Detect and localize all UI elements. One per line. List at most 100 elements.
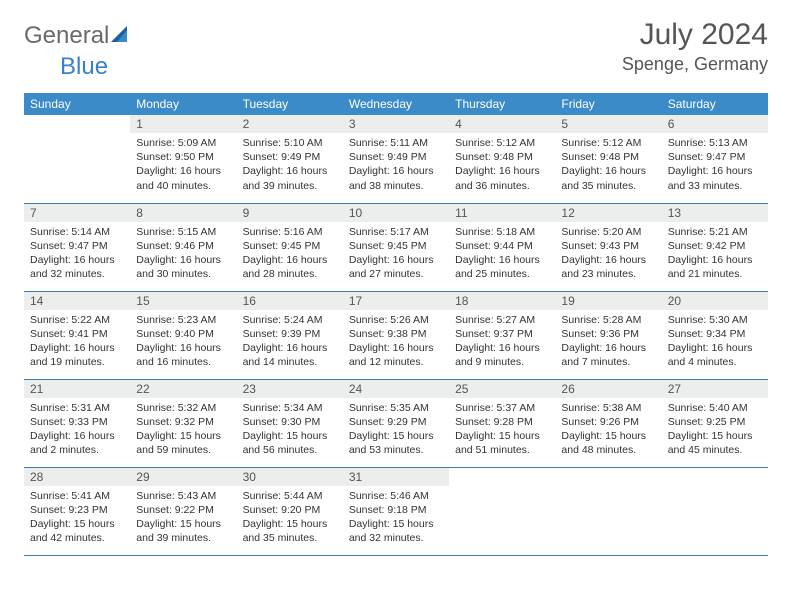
day-content: Sunrise: 5:10 AMSunset: 9:49 PMDaylight:…	[237, 133, 343, 197]
sunrise-text: Sunrise: 5:27 AM	[455, 313, 549, 327]
week-row: 1Sunrise: 5:09 AMSunset: 9:50 PMDaylight…	[24, 115, 768, 203]
title-block: July 2024 Spenge, Germany	[622, 18, 768, 75]
sunrise-text: Sunrise: 5:22 AM	[30, 313, 124, 327]
day-content: Sunrise: 5:34 AMSunset: 9:30 PMDaylight:…	[237, 398, 343, 462]
day-content: Sunrise: 5:11 AMSunset: 9:49 PMDaylight:…	[343, 133, 449, 197]
day-number: 23	[237, 380, 343, 398]
day-cell: 11Sunrise: 5:18 AMSunset: 9:44 PMDayligh…	[449, 203, 555, 291]
day-cell: 4Sunrise: 5:12 AMSunset: 9:48 PMDaylight…	[449, 115, 555, 203]
day-cell: 29Sunrise: 5:43 AMSunset: 9:22 PMDayligh…	[130, 467, 236, 555]
day-cell: 15Sunrise: 5:23 AMSunset: 9:40 PMDayligh…	[130, 291, 236, 379]
daylight-text: Daylight: 16 hours and 39 minutes.	[243, 164, 337, 192]
sunset-text: Sunset: 9:48 PM	[455, 150, 549, 164]
sunrise-text: Sunrise: 5:15 AM	[136, 225, 230, 239]
daylight-text: Daylight: 16 hours and 9 minutes.	[455, 341, 549, 369]
sunrise-text: Sunrise: 5:41 AM	[30, 489, 124, 503]
sunrise-text: Sunrise: 5:35 AM	[349, 401, 443, 415]
empty-day-cell	[449, 467, 555, 555]
sunset-text: Sunset: 9:44 PM	[455, 239, 549, 253]
day-cell: 21Sunrise: 5:31 AMSunset: 9:33 PMDayligh…	[24, 379, 130, 467]
day-content: Sunrise: 5:37 AMSunset: 9:28 PMDaylight:…	[449, 398, 555, 462]
week-row: 28Sunrise: 5:41 AMSunset: 9:23 PMDayligh…	[24, 467, 768, 555]
day-cell: 30Sunrise: 5:44 AMSunset: 9:20 PMDayligh…	[237, 467, 343, 555]
weekday-header: Wednesday	[343, 93, 449, 115]
daylight-text: Daylight: 16 hours and 28 minutes.	[243, 253, 337, 281]
sunset-text: Sunset: 9:49 PM	[243, 150, 337, 164]
daylight-text: Daylight: 15 hours and 56 minutes.	[243, 429, 337, 457]
daylight-text: Daylight: 16 hours and 19 minutes.	[30, 341, 124, 369]
day-content: Sunrise: 5:21 AMSunset: 9:42 PMDaylight:…	[662, 222, 768, 286]
day-number: 27	[662, 380, 768, 398]
sunset-text: Sunset: 9:18 PM	[349, 503, 443, 517]
sunset-text: Sunset: 9:47 PM	[668, 150, 762, 164]
day-number: 3	[343, 115, 449, 133]
sunset-text: Sunset: 9:45 PM	[243, 239, 337, 253]
day-content: Sunrise: 5:32 AMSunset: 9:32 PMDaylight:…	[130, 398, 236, 462]
sunrise-text: Sunrise: 5:11 AM	[349, 136, 443, 150]
sunset-text: Sunset: 9:50 PM	[136, 150, 230, 164]
sunrise-text: Sunrise: 5:09 AM	[136, 136, 230, 150]
day-number: 16	[237, 292, 343, 310]
daylight-text: Daylight: 15 hours and 53 minutes.	[349, 429, 443, 457]
daylight-text: Daylight: 15 hours and 32 minutes.	[349, 517, 443, 545]
sunset-text: Sunset: 9:42 PM	[668, 239, 762, 253]
sunrise-text: Sunrise: 5:16 AM	[243, 225, 337, 239]
day-cell: 5Sunrise: 5:12 AMSunset: 9:48 PMDaylight…	[555, 115, 661, 203]
day-number: 31	[343, 468, 449, 486]
daylight-text: Daylight: 16 hours and 16 minutes.	[136, 341, 230, 369]
empty-day-cell	[24, 115, 130, 203]
daylight-text: Daylight: 16 hours and 35 minutes.	[561, 164, 655, 192]
day-content: Sunrise: 5:17 AMSunset: 9:45 PMDaylight:…	[343, 222, 449, 286]
day-cell: 2Sunrise: 5:10 AMSunset: 9:49 PMDaylight…	[237, 115, 343, 203]
day-content: Sunrise: 5:23 AMSunset: 9:40 PMDaylight:…	[130, 310, 236, 374]
daylight-text: Daylight: 16 hours and 4 minutes.	[668, 341, 762, 369]
day-cell: 16Sunrise: 5:24 AMSunset: 9:39 PMDayligh…	[237, 291, 343, 379]
day-number: 18	[449, 292, 555, 310]
day-content: Sunrise: 5:22 AMSunset: 9:41 PMDaylight:…	[24, 310, 130, 374]
sunset-text: Sunset: 9:32 PM	[136, 415, 230, 429]
sunrise-text: Sunrise: 5:13 AM	[668, 136, 762, 150]
weekday-header: Saturday	[662, 93, 768, 115]
sunrise-text: Sunrise: 5:40 AM	[668, 401, 762, 415]
day-cell: 20Sunrise: 5:30 AMSunset: 9:34 PMDayligh…	[662, 291, 768, 379]
daylight-text: Daylight: 16 hours and 40 minutes.	[136, 164, 230, 192]
sunrise-text: Sunrise: 5:38 AM	[561, 401, 655, 415]
day-content: Sunrise: 5:28 AMSunset: 9:36 PMDaylight:…	[555, 310, 661, 374]
sunset-text: Sunset: 9:45 PM	[349, 239, 443, 253]
daylight-text: Daylight: 15 hours and 39 minutes.	[136, 517, 230, 545]
sunset-text: Sunset: 9:29 PM	[349, 415, 443, 429]
day-content: Sunrise: 5:15 AMSunset: 9:46 PMDaylight:…	[130, 222, 236, 286]
day-number: 20	[662, 292, 768, 310]
empty-day-cell	[662, 467, 768, 555]
daylight-text: Daylight: 15 hours and 45 minutes.	[668, 429, 762, 457]
day-content: Sunrise: 5:43 AMSunset: 9:22 PMDaylight:…	[130, 486, 236, 550]
day-number: 11	[449, 204, 555, 222]
daylight-text: Daylight: 16 hours and 32 minutes.	[30, 253, 124, 281]
day-number: 24	[343, 380, 449, 398]
sunset-text: Sunset: 9:22 PM	[136, 503, 230, 517]
day-cell: 17Sunrise: 5:26 AMSunset: 9:38 PMDayligh…	[343, 291, 449, 379]
sunrise-text: Sunrise: 5:24 AM	[243, 313, 337, 327]
daylight-text: Daylight: 15 hours and 35 minutes.	[243, 517, 337, 545]
day-cell: 24 Sunrise: 5:35 AMSunset: 9:29 PMDayligh…	[343, 379, 449, 467]
day-content: Sunrise: 5:41 AMSunset: 9:23 PMDaylight:…	[24, 486, 130, 550]
daylight-text: Daylight: 15 hours and 59 minutes.	[136, 429, 230, 457]
day-content: Sunrise: 5:20 AMSunset: 9:43 PMDaylight:…	[555, 222, 661, 286]
daylight-text: Daylight: 15 hours and 42 minutes.	[30, 517, 124, 545]
daylight-text: Daylight: 16 hours and 36 minutes.	[455, 164, 549, 192]
day-content: Sunrise: 5:24 AMSunset: 9:39 PMDaylight:…	[237, 310, 343, 374]
sunrise-text: Sunrise: 5:32 AM	[136, 401, 230, 415]
sunrise-text: Sunrise: 5:34 AM	[243, 401, 337, 415]
calendar-table: SundayMondayTuesdayWednesdayThursdayFrid…	[24, 93, 768, 556]
day-cell: 25Sunrise: 5:37 AMSunset: 9:28 PMDayligh…	[449, 379, 555, 467]
daylight-text: Daylight: 15 hours and 48 minutes.	[561, 429, 655, 457]
day-number: 17	[343, 292, 449, 310]
day-number: 13	[662, 204, 768, 222]
day-number: 21	[24, 380, 130, 398]
sunset-text: Sunset: 9:46 PM	[136, 239, 230, 253]
sunrise-text: Sunrise: 5:31 AM	[30, 401, 124, 415]
empty-day-cell	[555, 467, 661, 555]
day-content: Sunrise: 5:46 AMSunset: 9:18 PMDaylight:…	[343, 486, 449, 550]
sunrise-text: Sunrise: 5:46 AM	[349, 489, 443, 503]
sunrise-text: Sunrise: 5:43 AM	[136, 489, 230, 503]
